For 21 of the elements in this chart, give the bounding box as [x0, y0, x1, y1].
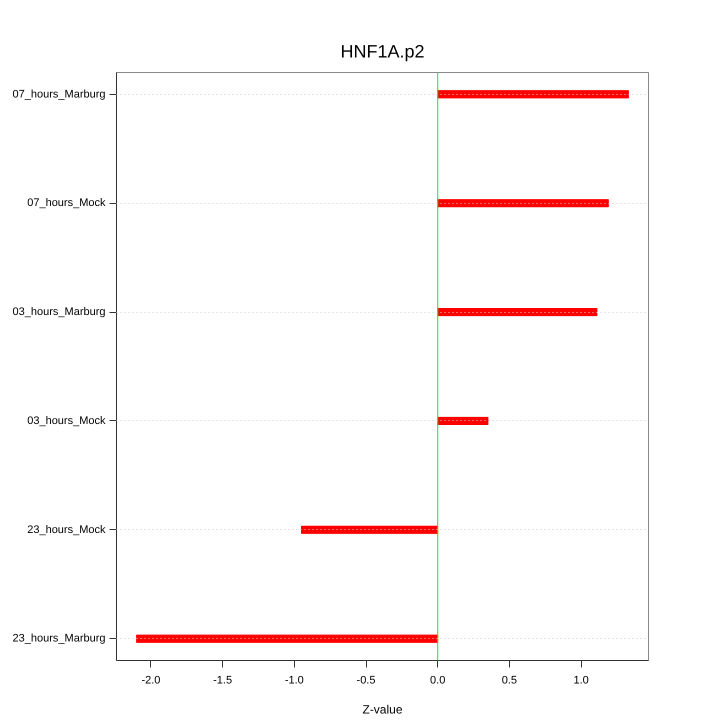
y-tick-label: 23_hours_Marburg — [12, 632, 106, 645]
y-tick-label: 07_hours_Marburg — [12, 88, 106, 100]
y-tick-label: 03_hours_Mock — [27, 414, 106, 427]
x-tick-label: 0.5 — [502, 674, 518, 686]
y-tick-label: 23_hours_Mock — [27, 524, 106, 536]
y-tick-label: 03_hours_Marburg — [12, 306, 106, 318]
x-tick-label: -1.0 — [284, 674, 304, 686]
bar — [300, 526, 438, 534]
bar — [136, 634, 438, 643]
x-axis-title: Z-value — [362, 702, 403, 716]
x-tick-label: 0.0 — [430, 674, 446, 686]
bar — [437, 308, 598, 316]
bar — [437, 416, 488, 426]
x-tick-label: 1.0 — [573, 674, 589, 686]
chart-title: HNF1A.p2 — [340, 42, 425, 62]
y-tick-label: 07_hours_Mock — [27, 197, 106, 210]
x-tick-label: -0.5 — [356, 674, 376, 686]
bar — [437, 90, 629, 98]
bar — [437, 199, 609, 208]
x-tick-label: -1.5 — [213, 674, 232, 686]
x-tick-label: -2.0 — [141, 674, 160, 686]
